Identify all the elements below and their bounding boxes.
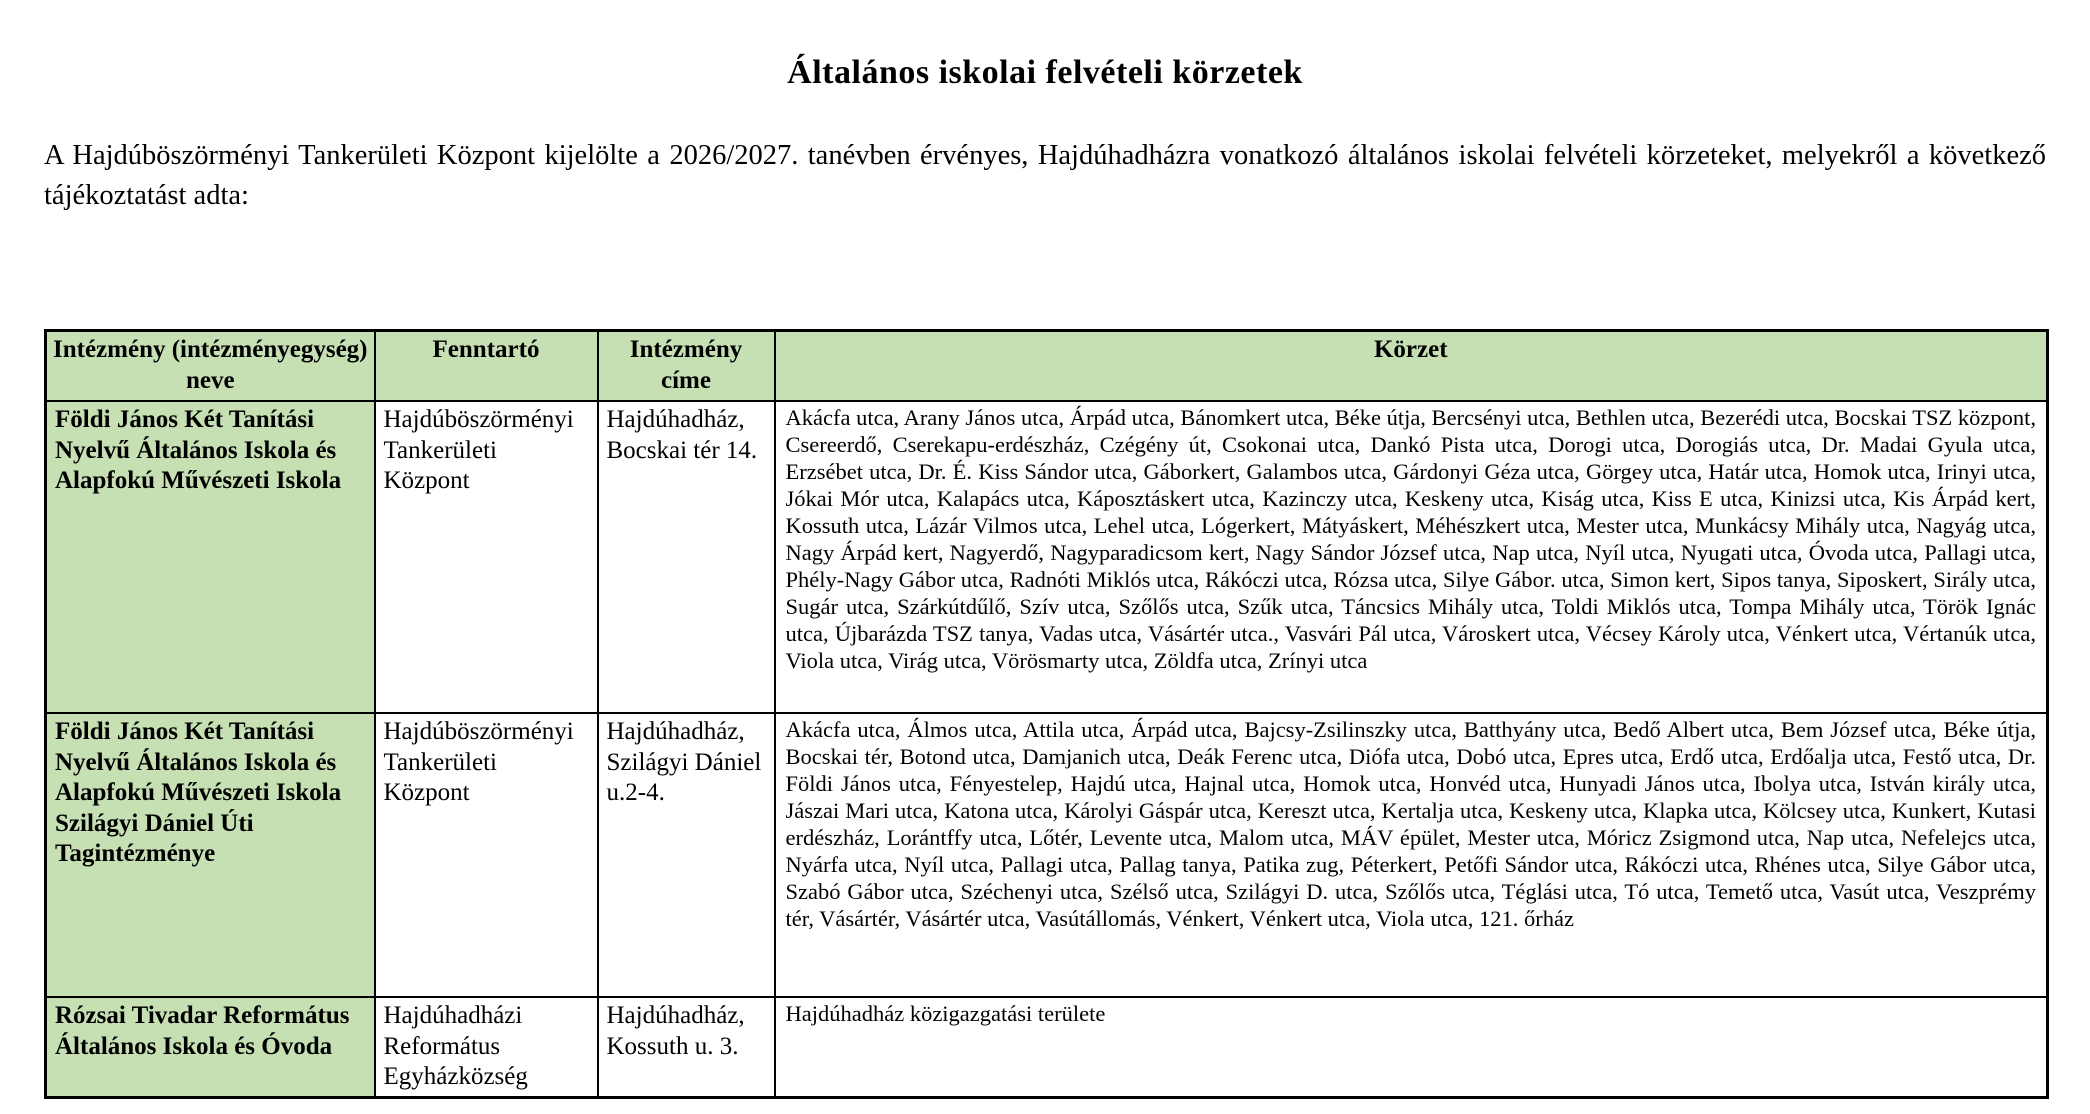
institution-name-cell: Földi János Két Tanítási Nyelvű Általáno… [44, 400, 376, 715]
address-cell: Hajdúhadház, Bocskai tér 14. [596, 400, 776, 715]
maintainer-cell: Hajdúböszörményi Tankerületi Központ [373, 400, 599, 715]
address-cell: Hajdúhadház, Szilágyi Dániel u.2-4. [596, 712, 776, 999]
table-header-row: Intézmény (intézményegység) neve Fenntar… [44, 329, 2049, 403]
page-title: Általános iskolai felvételi körzetek [787, 54, 1303, 91]
institution-name-cell: Rózsai Tivadar Református Általános Isko… [44, 996, 376, 1099]
intro-paragraph: A Hajdúböszörményi Tankerületi Központ k… [44, 140, 2046, 212]
district-cell: Hajdúhadház közigazgatási területe [773, 996, 2049, 1099]
maintainer-cell: Hajdúböszörményi Tankerületi Központ [373, 712, 599, 999]
header-institution-address: Intézmény címe [596, 329, 776, 403]
table-row: Földi János Két Tanítási Nyelvű Általáno… [44, 712, 2049, 999]
institution-name-cell: Földi János Két Tanítási Nyelvű Általáno… [44, 712, 376, 999]
address-cell: Hajdúhadház, Kossuth u. 3. [596, 996, 776, 1099]
header-maintainer: Fenntartó [373, 329, 599, 403]
table-row: Rózsai Tivadar Református Általános Isko… [44, 996, 2049, 1099]
header-institution-name: Intézmény (intézményegység) neve [44, 329, 376, 403]
table-row: Földi János Két Tanítási Nyelvű Általáno… [44, 400, 2049, 715]
maintainer-cell: Hajdúhadházi Református Egyházközség [373, 996, 599, 1099]
district-cell: Akácfa utca, Álmos utca, Attila utca, Ár… [773, 712, 2049, 999]
district-cell: Akácfa utca, Arany János utca, Árpád utc… [773, 400, 2049, 715]
header-district: Körzet [773, 329, 2049, 403]
districts-table: Intézmény (intézményegység) neve Fenntar… [44, 328, 2049, 1099]
